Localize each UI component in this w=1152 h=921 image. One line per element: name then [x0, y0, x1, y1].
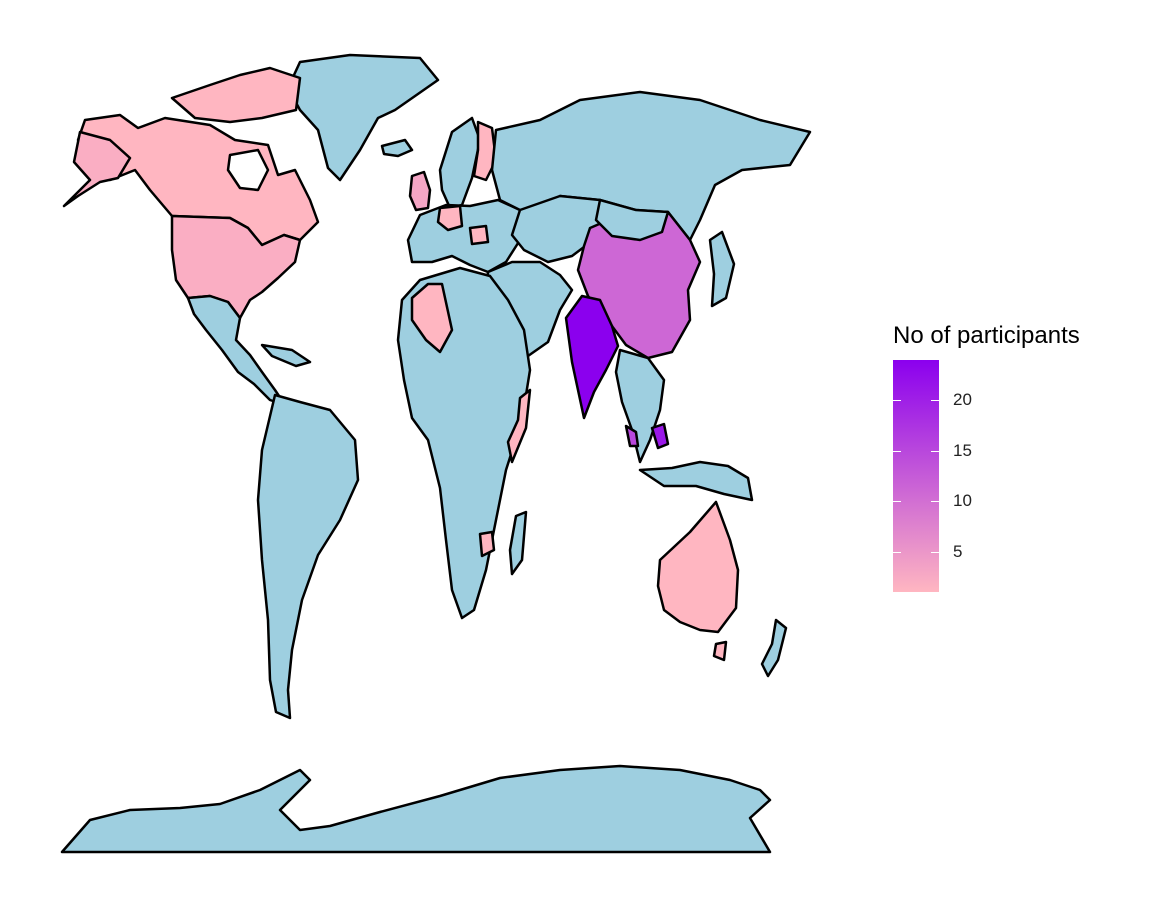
new-zealand — [760, 618, 788, 678]
legend-tick-left — [893, 450, 901, 452]
japan — [708, 230, 736, 308]
legend-tick-right — [931, 450, 939, 452]
legend-tick-left — [893, 501, 901, 503]
legend-tick-left — [893, 551, 901, 553]
canada-islands — [170, 66, 302, 124]
southeast-asia — [614, 348, 666, 464]
germany — [436, 204, 464, 232]
legend-tick-label: 15 — [953, 440, 972, 460]
tasmania — [712, 640, 728, 662]
legend-tick-label: 10 — [953, 491, 972, 511]
caribbean — [260, 343, 312, 368]
zimbabwe — [478, 530, 496, 558]
madagascar — [508, 510, 528, 576]
legend-tick-label: 20 — [953, 390, 972, 410]
greenland — [286, 53, 440, 182]
algeria — [410, 282, 454, 354]
india — [564, 294, 620, 420]
africa — [396, 266, 532, 620]
legend-title: No of participants — [893, 322, 1080, 349]
somalia — [506, 388, 532, 464]
legend-color-bar — [893, 360, 939, 592]
legend-tick-right — [931, 551, 939, 553]
legend-tick-right — [931, 400, 939, 402]
south-america — [256, 393, 360, 720]
united-kingdom — [408, 170, 432, 212]
legend: No of participants 20 15 10 5 — [893, 322, 1133, 592]
hudson-bay — [226, 148, 270, 192]
australia — [656, 500, 740, 634]
romania — [468, 224, 490, 246]
legend-tick-left — [893, 400, 901, 402]
mongolia — [594, 198, 670, 242]
iceland — [380, 138, 414, 158]
finland — [472, 120, 498, 182]
scandinavia — [438, 116, 482, 210]
legend-tick-right — [931, 501, 939, 503]
europe — [406, 198, 522, 274]
alaska — [62, 130, 132, 208]
indonesia — [638, 460, 754, 502]
malaysia — [624, 424, 640, 448]
antarctica — [60, 764, 772, 854]
united-states — [170, 214, 302, 320]
philippines — [650, 422, 670, 450]
legend-tick-label: 5 — [953, 541, 963, 561]
